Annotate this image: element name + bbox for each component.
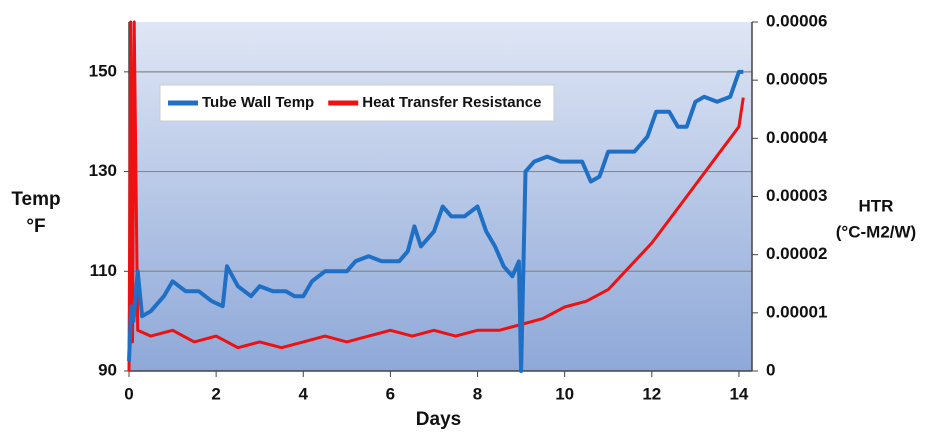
x-tick-label: 8 [473,384,482,403]
y-tick-label: 150 [89,61,117,80]
y-axis-title: °F [26,216,45,237]
y2-tick-label: 0.00006 [766,11,827,30]
legend-label: Tube Wall Temp [202,94,314,111]
y2-axis-title: HTR [859,196,894,215]
legend-label: Heat Transfer Resistance [362,94,541,111]
y2-tick-label: 0 [766,360,775,379]
y-tick-label: 130 [89,161,117,180]
y-tick-label: 110 [90,261,117,280]
y2-axis-title: (°C-M2/W) [836,222,916,241]
x-tick-label: 2 [211,384,220,403]
x-tick-label: 6 [386,384,395,403]
x-tick-label: 14 [729,384,748,403]
y-tick-label: 90 [98,360,117,379]
y2-tick-label: 0.00005 [766,70,827,89]
y2-tick-label: 0.00004 [766,128,828,147]
y2-tick-label: 0.00003 [766,186,827,205]
y2-tick-label: 0.00001 [766,302,827,321]
plot-area [129,22,752,371]
x-tick-label: 4 [299,384,309,403]
y2-tick-label: 0.00002 [766,244,827,263]
y-axis-title: Temp [11,189,60,210]
x-axis-title: Days [416,409,461,430]
x-tick-label: 0 [124,384,133,403]
series-line [127,69,744,373]
series-line [127,20,745,372]
x-tick-label: 10 [555,384,574,403]
x-tick-label: 12 [642,384,661,403]
